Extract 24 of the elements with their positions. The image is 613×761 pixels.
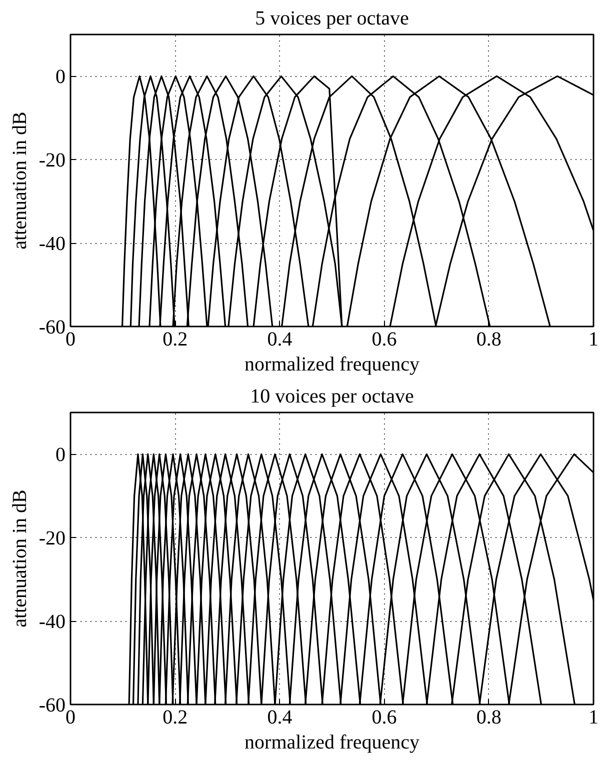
y-tick-label: 0 — [56, 66, 66, 88]
y-tick-label: 0 — [56, 444, 66, 466]
y-axis-title: attenuation in dB — [8, 490, 31, 628]
x-tick-label: 1 — [588, 328, 598, 350]
x-axis-title: normalized frequency — [244, 732, 420, 754]
x-tick-label: 0.4 — [267, 706, 292, 728]
chart-title: 5 voices per octave — [255, 8, 410, 30]
y-tick-label: -20 — [38, 150, 66, 172]
x-tick-label: 1 — [588, 706, 598, 728]
x-tick-label: 0.6 — [372, 328, 397, 350]
y-tick-label: -40 — [38, 611, 66, 634]
y-tick-label: -60 — [38, 316, 66, 338]
x-tick-label: 0.2 — [162, 328, 188, 350]
y-axis-title: attenuation in dB — [8, 112, 31, 250]
y-tick-label: -60 — [38, 694, 66, 716]
y-tick-label: -40 — [38, 233, 66, 256]
x-tick-label: 0.8 — [476, 328, 502, 350]
x-tick-label: 0.8 — [476, 706, 502, 728]
x-tick-label: 0.2 — [162, 706, 188, 728]
x-tick-label: 0.6 — [372, 706, 397, 728]
x-axis-title: normalized frequency — [244, 354, 420, 376]
chart-title: 10 voices per octave — [250, 386, 414, 408]
x-tick-label: 0.4 — [267, 328, 292, 350]
y-tick-label: -20 — [38, 528, 66, 550]
